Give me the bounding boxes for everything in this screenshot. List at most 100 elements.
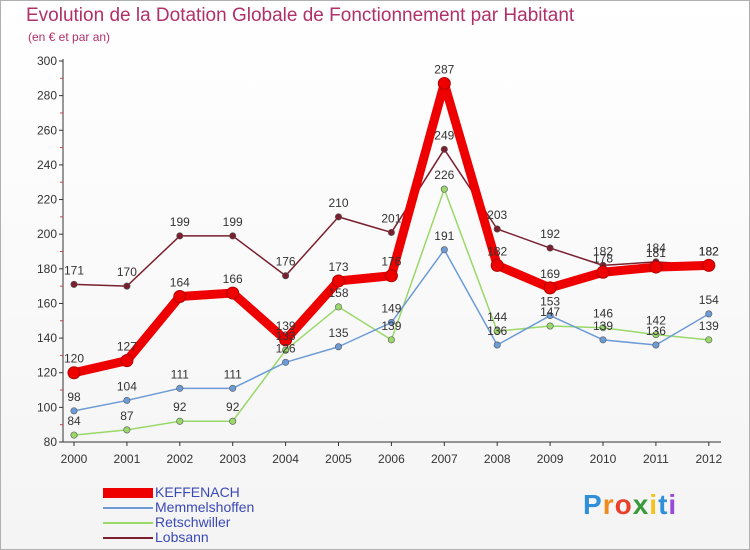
point-memmelshoffen-2005 — [334, 343, 342, 351]
point-memmelshoffen-2008 — [493, 341, 501, 349]
x-tick-label-2009: 2009 — [537, 452, 564, 466]
point-keffenach-2010 — [596, 265, 610, 279]
point-lobsann-2004 — [282, 272, 290, 280]
point-retschwiller-2003 — [229, 417, 237, 425]
data-label-memmelshoffen-2007: 191 — [434, 229, 454, 243]
data-label-lobsann-2000: 171 — [64, 263, 84, 277]
legend-swatch-retschwiller — [103, 522, 153, 524]
data-label-memmelshoffen-2004: 126 — [276, 341, 296, 355]
y-tick-label-100: 100 — [37, 400, 57, 414]
legend-label-lobsann: Lobsann — [155, 529, 209, 545]
point-keffenach-2002 — [173, 290, 187, 304]
logo-letter-7: i — [668, 489, 678, 520]
y-tick-label-300: 300 — [37, 54, 57, 68]
x-tick-label-2003: 2003 — [219, 452, 246, 466]
point-retschwiller-2001 — [123, 426, 131, 434]
data-label-retschwiller-2003: 92 — [226, 400, 240, 414]
data-label-memmelshoffen-2003: 111 — [224, 367, 243, 381]
legend-swatch-lobsann — [103, 537, 153, 539]
x-tick-label-2006: 2006 — [378, 452, 405, 466]
data-label-lobsann-2002: 199 — [170, 215, 190, 229]
data-label-keffenach-2008: 182 — [487, 244, 507, 258]
data-label-keffenach-2011: 181 — [646, 246, 666, 260]
point-lobsann-2007 — [440, 145, 448, 153]
point-lobsann-2005 — [334, 213, 342, 221]
y-tick-label-180: 180 — [37, 262, 57, 276]
logo-letter-6: t — [658, 489, 669, 520]
point-memmelshoffen-2004 — [282, 358, 290, 366]
logo-letter-3: o — [614, 489, 633, 520]
point-retschwiller-2010 — [599, 324, 607, 332]
y-tick-label-120: 120 — [37, 366, 57, 380]
point-retschwiller-2005 — [334, 303, 342, 311]
data-label-lobsann-2001: 170 — [117, 265, 137, 279]
data-label-keffenach-2003: 166 — [223, 272, 243, 286]
point-memmelshoffen-2009 — [546, 312, 554, 320]
data-label-keffenach-2005: 173 — [328, 260, 348, 274]
point-keffenach-2004 — [279, 333, 293, 347]
y-tick-label-260: 260 — [37, 123, 57, 137]
data-label-retschwiller-2009: 147 — [540, 305, 560, 319]
point-lobsann-2009 — [546, 244, 554, 252]
data-label-keffenach-2001: 127 — [117, 340, 137, 354]
data-label-keffenach-2010: 178 — [593, 251, 613, 265]
data-label-keffenach-2009: 169 — [540, 267, 560, 281]
data-label-lobsann-2003: 199 — [223, 215, 243, 229]
data-label-keffenach-2004: 139 — [276, 319, 296, 333]
point-retschwiller-2009 — [546, 322, 554, 330]
point-memmelshoffen-2003 — [229, 384, 237, 392]
legend-swatch-memmelshoffen — [103, 507, 153, 509]
point-lobsann-2006 — [387, 228, 395, 236]
chart-subtitle: (en € et par an) — [28, 30, 111, 44]
data-label-retschwiller-2004: 133 — [276, 329, 296, 343]
data-label-retschwiller-2007: 226 — [434, 168, 454, 182]
data-label-lobsann-2006: 201 — [381, 211, 401, 225]
data-label-keffenach-2007: 287 — [434, 63, 454, 77]
point-memmelshoffen-2012 — [705, 310, 713, 318]
data-label-lobsann-2004: 176 — [276, 255, 296, 269]
point-retschwiller-2011 — [652, 331, 660, 339]
data-label-lobsann-2012: 182 — [699, 244, 719, 258]
point-keffenach-2008 — [490, 258, 504, 272]
point-memmelshoffen-2000 — [70, 407, 78, 415]
point-keffenach-2000 — [67, 366, 81, 380]
data-label-memmelshoffen-2009: 153 — [540, 295, 560, 309]
data-label-keffenach-2006: 176 — [381, 255, 401, 269]
data-label-memmelshoffen-2008: 136 — [487, 324, 507, 338]
point-keffenach-2001 — [120, 354, 134, 368]
y-tick-label-140: 140 — [37, 331, 57, 345]
point-memmelshoffen-2010 — [599, 336, 607, 344]
data-label-lobsann-2010: 182 — [593, 244, 613, 258]
point-retschwiller-2007 — [440, 185, 448, 193]
x-tick-label-2011: 2011 — [643, 452, 669, 466]
logo-letter-4: x — [632, 489, 650, 520]
data-label-keffenach-2012: 182 — [699, 244, 719, 258]
point-retschwiller-2012 — [705, 336, 713, 344]
data-label-retschwiller-2001: 87 — [120, 409, 134, 423]
point-memmelshoffen-2007 — [440, 246, 448, 254]
data-label-keffenach-2002: 164 — [170, 276, 190, 290]
data-label-lobsann-2011: 184 — [646, 241, 666, 255]
point-lobsann-2008 — [493, 225, 501, 233]
data-label-retschwiller-2010: 146 — [593, 307, 613, 321]
legend-label-memmelshoffen: Memmelshoffen — [155, 499, 255, 515]
point-memmelshoffen-2011 — [652, 341, 660, 349]
point-keffenach-2007 — [437, 77, 451, 91]
point-keffenach-2003 — [226, 286, 240, 300]
data-label-retschwiller-2008: 144 — [487, 310, 507, 324]
logo-letter-1: P — [583, 489, 603, 520]
y-tick-label-280: 280 — [37, 89, 57, 103]
data-labels-layer: 171 170 199 199 176 210 201 249 203 192 182 184 182 8… — [64, 63, 719, 429]
x-tick-label-2012: 2012 — [695, 452, 722, 466]
point-keffenach-2006 — [384, 269, 398, 283]
point-lobsann-2001 — [123, 282, 131, 290]
point-retschwiller-2004 — [282, 346, 290, 354]
point-keffenach-2011 — [649, 260, 663, 274]
x-tick-label-2005: 2005 — [325, 452, 352, 466]
x-tick-label-2002: 2002 — [166, 452, 193, 466]
logo-letter-2: r — [602, 489, 615, 520]
point-retschwiller-2008 — [493, 327, 501, 335]
x-tick-label-2000: 2000 — [61, 452, 88, 466]
